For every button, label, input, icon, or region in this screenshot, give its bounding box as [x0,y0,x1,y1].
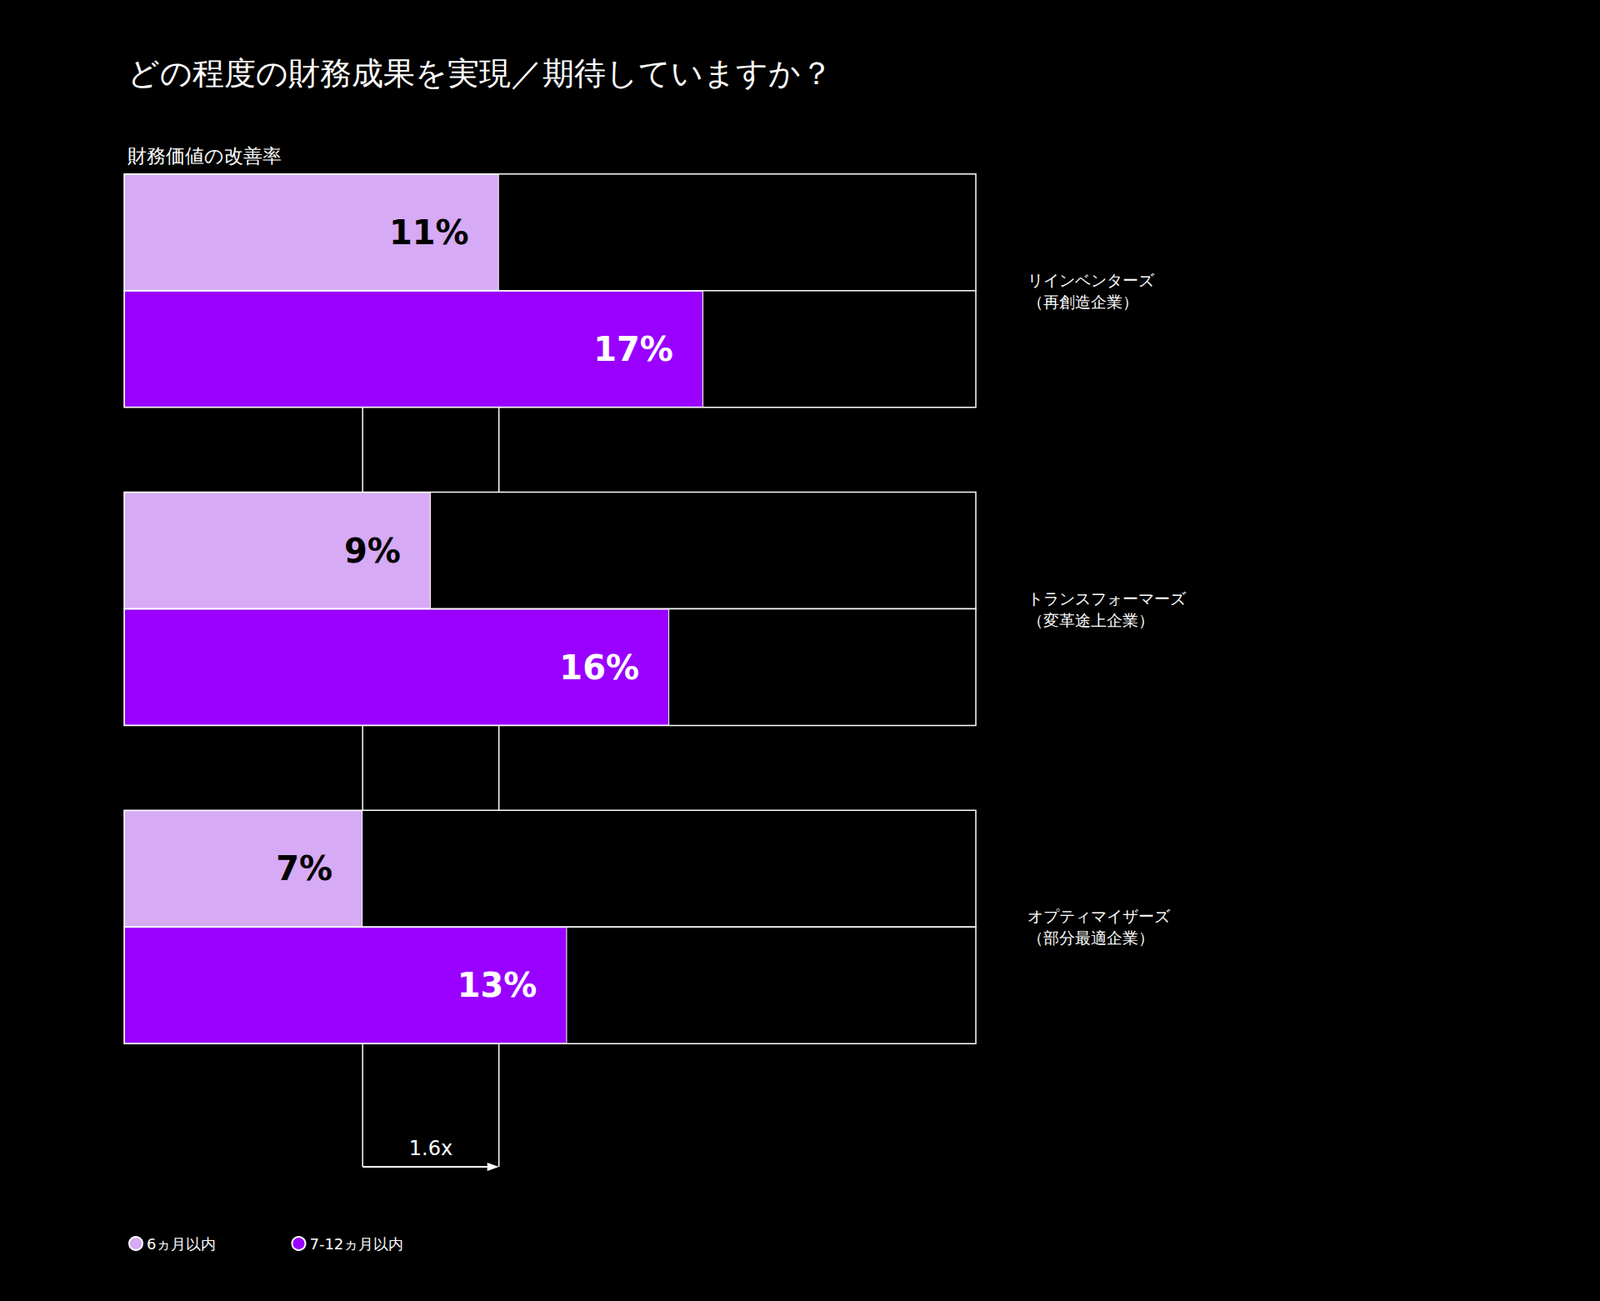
svg-text:7%: 7% [275,849,333,888]
svg-text:（再創造企業）: （再創造企業） [1027,292,1139,311]
svg-text:13%: 13% [457,965,538,1005]
svg-text:16%: 16% [559,648,640,687]
svg-text:17%: 17% [593,330,674,369]
svg-text:リインベンターズ: リインベンターズ [1027,270,1155,290]
svg-text:財務価値の改善率: 財務価値の改善率 [127,145,282,167]
svg-text:オプティマイザーズ: オプティマイザーズ [1027,906,1171,925]
svg-text:9%: 9% [344,531,401,570]
svg-text:（部分最適企業）: （部分最適企業） [1027,928,1155,947]
svg-text:7-12ヵ月以内: 7-12ヵ月以内 [309,1235,404,1253]
svg-text:（変革途上企業）: （変革途上企業） [1027,610,1155,630]
svg-text:1.6x: 1.6x [409,1136,453,1160]
svg-text:11%: 11% [389,213,470,252]
svg-text:どの程度の財務成果を実現／期待していますか？: どの程度の財務成果を実現／期待していますか？ [127,55,833,92]
svg-text:トランスフォーマーズ: トランスフォーマーズ [1027,589,1187,608]
svg-text:6ヵ月以内: 6ヵ月以内 [146,1235,216,1253]
